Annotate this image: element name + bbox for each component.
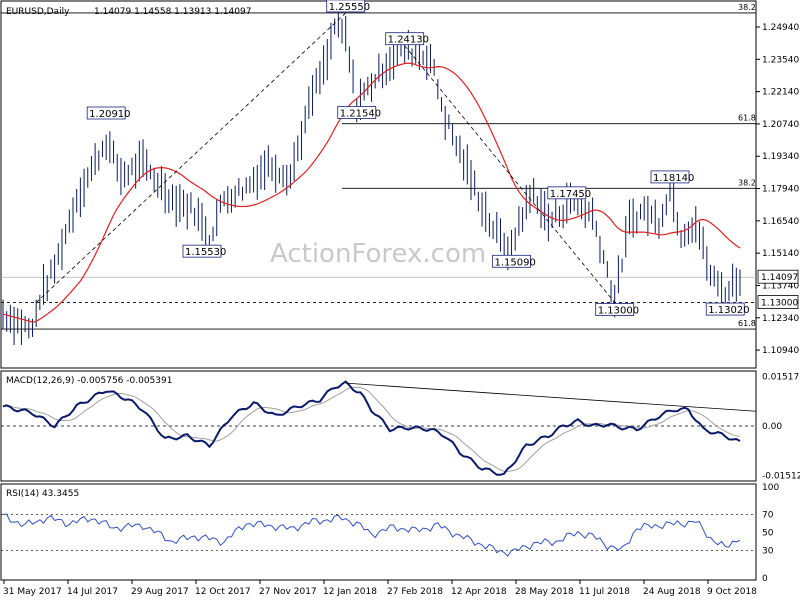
rsi-tick-label-0: 100 [762,483,779,493]
x-tick-label-0: 31 May 2017 [3,587,62,597]
callout-box-7 [650,170,690,184]
rsi-panel-frame [0,483,757,581]
callout-label-2: 1.21540 [340,108,381,119]
price-tick-label-9: 1.12340 [762,314,799,324]
price-tick-label-6: 1.16540 [762,217,799,227]
callout-label-9: 1.13020 [708,305,749,316]
x-axis: 31 May 2017 14 Jul 2017 29 Aug 2017 12 Oct … [3,580,757,597]
callout-label-4: 1.15530 [185,247,226,258]
x-tick-label-4: 27 Nov 2017 [259,587,317,597]
last-price-label: 1.14097 [761,273,798,283]
callout-label-5: 1.15090 [495,257,536,268]
callout-label-8: 1.13000 [598,306,639,317]
macd-main-line [2,380,741,476]
rsi-tick-label-1: 70 [762,510,774,520]
rsi-line [2,513,741,557]
callout-box-4 [182,244,222,258]
x-tick-label-10: 24 Aug 2018 [643,587,701,597]
rsi-tick-label-4: 0 [762,574,768,584]
callout-box-0 [326,0,366,13]
callout-label-3: 1.20910 [89,109,130,120]
callout-box-9 [705,302,745,316]
callout-label-7: 1.18140 [653,173,694,184]
macd-label: MACD(12,26,9) -0.005756 -0.005391 [6,376,172,386]
macd-trendline [345,382,757,412]
symbol-label: EURUSD,Daily [6,7,70,17]
macd-tick-label-1: 0.00 [762,422,782,432]
x-tick-label-8: 28 May 2018 [515,587,574,597]
rsi-tick-label-3: 30 [762,547,774,557]
price-tick-label-0: 1.24940 [762,23,799,33]
trendline-1 [404,45,616,303]
price-tick-label-8: 1.13740 [762,281,799,291]
callout-box-8 [595,303,635,316]
watermark: ActionForex.com [270,239,486,269]
callout-box-1 [385,32,425,46]
price-tick-label-3: 1.20740 [762,120,799,130]
price-tick-label-1: 1.23540 [762,55,799,65]
callout-box-5 [492,254,531,268]
x-tick-label-11: 9 Oct 2018 [707,587,757,597]
callout-label-0: 1.25550 [329,2,370,13]
macd-panel: 0.015178 0.00 -0.015126 [1,372,800,482]
fib-label-0: 38.2 [738,3,756,12]
rsi-label: RSI(14) 43.3455 [6,489,79,499]
macd-tick-label-0: 0.015178 [762,372,800,382]
x-tick-label-7: 12 Apr 2018 [451,587,507,597]
fib-label-3: 61.8 [738,319,756,328]
x-tick-label-3: 12 Oct 2017 [195,587,251,597]
callout-box-6 [547,186,587,200]
x-tick-label-6: 27 Feb 2018 [387,587,443,597]
callout-label-1: 1.24130 [388,35,429,46]
last-price-box [757,269,799,284]
callout-label-6: 1.17450 [550,189,591,200]
x-tick-label-9: 11 Jul 2018 [579,587,630,597]
support-box [757,295,799,309]
x-tick-label-2: 29 Aug 2017 [131,587,189,597]
support-label: 1.13000 [761,299,798,309]
price-tick-label-7: 1.15140 [762,249,799,259]
price-tick-label-5: 1.17940 [762,185,799,195]
price-panel: 1.24940 1.23540 1.22140 1.20740 1.19340 1.179… [1,0,799,356]
macd-tick-label-2: -0.015126 [762,472,800,482]
fib-label-1: 61.8 [738,114,756,123]
rsi-panel: 100 70 50 30 0 [1,483,779,584]
price-tick-label-10: 1.10940 [762,346,799,356]
trendline-0 [35,12,346,303]
ohlc-readout: 1.14079 1.14558 1.13913 1.14097 [94,7,251,17]
macd-signal-line [2,386,741,472]
fib-label-2: 38.2 [738,178,756,187]
price-tick-label-4: 1.19340 [762,152,799,162]
price-panel-frame [0,0,757,369]
price-tick-label-2: 1.22140 [762,88,799,98]
rsi-tick-label-2: 50 [762,529,774,539]
x-tick-label-1: 14 Jul 2017 [67,587,118,597]
callout-box-3 [86,106,126,120]
callout-box-2 [337,106,377,119]
x-tick-label-5: 12 Jan 2018 [323,587,377,597]
moving-average-line [2,62,741,323]
